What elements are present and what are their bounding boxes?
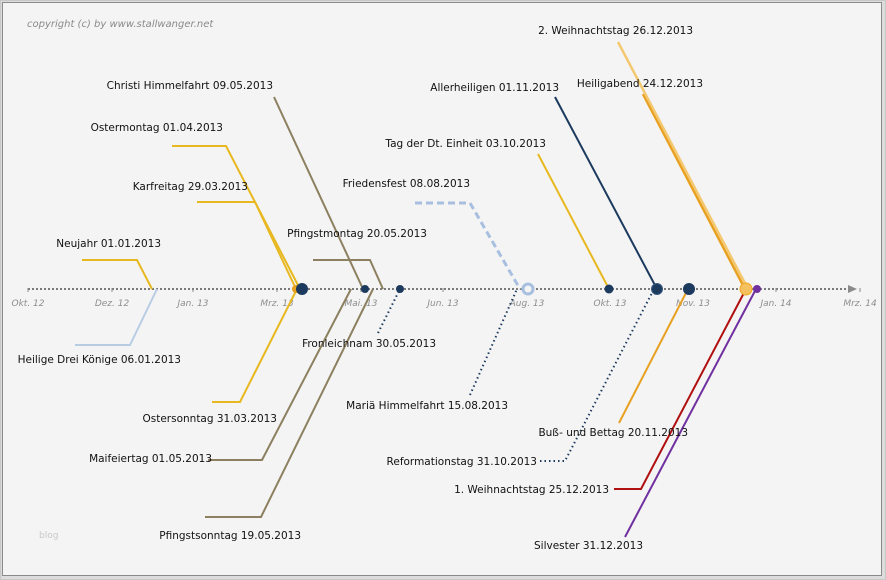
connector-neujahr	[82, 259, 153, 290]
tick-label: Mai. 13	[345, 299, 378, 309]
event-label: Christi Himmelfahrt 09.05.2013	[107, 80, 273, 92]
connector-allerheiligen	[554, 96, 658, 290]
connector-2-weihnachtstag	[616, 41, 750, 290]
event-connectors	[75, 41, 757, 538]
event-label: Buß- und Bettag 20.11.2013	[538, 427, 688, 439]
event-label: Ostersonntag 31.03.2013	[142, 413, 277, 425]
connector-reformationstag	[540, 288, 655, 462]
tick-label: Mrz. 14	[843, 299, 877, 309]
event-markers	[292, 282, 761, 296]
connector-fronleichnam	[377, 288, 401, 334]
tick-label: Jan. 13	[175, 299, 208, 309]
tick-label: Dez. 12	[95, 299, 130, 309]
tick-label: Nov. 13	[676, 299, 710, 309]
allerheiligen-marker	[651, 283, 663, 295]
event-labels: Neujahr 01.01.2013 Heilige Drei Könige 06…	[18, 25, 703, 552]
connector-pfingstmontag	[313, 259, 384, 290]
tick-label: Okt. 12	[12, 299, 45, 309]
ostermontag-marker	[296, 283, 308, 295]
event-label: 1. Weihnachtstag 25.12.2013	[454, 484, 609, 496]
event-label: 2. Weihnachtstag 26.12.2013	[538, 25, 693, 37]
connector-heilige-drei-k-nige	[75, 288, 158, 346]
fronleichnam-marker	[396, 285, 404, 293]
event-label: Reformationstag 31.10.2013	[387, 456, 537, 468]
axis-arrow-icon	[848, 285, 857, 293]
friedensfest-marker	[521, 282, 535, 296]
event-label: Fronleichnam 30.05.2013	[302, 338, 436, 350]
buss-und-bettag-marker	[683, 283, 695, 295]
connector-silvester	[624, 288, 757, 538]
connector-ostersonntag	[212, 288, 298, 403]
weihnachten-marker	[739, 282, 753, 296]
event-label: Pfingstsonntag 19.05.2013	[159, 530, 301, 542]
connector-ostermontag	[172, 145, 301, 290]
event-label: Neujahr 01.01.2013	[56, 238, 161, 250]
event-label: Pfingstmontag 20.05.2013	[287, 228, 427, 240]
connector-friedensfest	[415, 201, 522, 290]
connector-karfreitag	[197, 201, 297, 290]
tick-label: Jan. 14	[758, 299, 791, 309]
tick-label: Mrz. 13	[260, 299, 294, 309]
event-label: Heiligabend 24.12.2013	[577, 78, 703, 90]
event-label: Silvester 31.12.2013	[534, 540, 643, 552]
event-label: Tag der Dt. Einheit 03.10.2013	[384, 138, 546, 150]
tick-label: Jun. 13	[425, 299, 459, 309]
event-label: Ostermontag 01.04.2013	[91, 122, 223, 134]
connector-mari-himmelfahrt	[469, 288, 518, 396]
connector-tag-der-dt-einheit	[537, 153, 610, 290]
event-label: Karfreitag 29.03.2013	[133, 181, 248, 193]
event-label: Friedensfest 08.08.2013	[343, 178, 470, 190]
connector-pfingstsonntag	[205, 288, 374, 518]
connector-maifeiertag	[208, 288, 352, 461]
connector-1-weihnachtstag	[614, 288, 747, 490]
connector-heiligabend	[641, 93, 747, 290]
event-label: Mariä Himmelfahrt 15.08.2013	[346, 400, 508, 412]
connector-christi-himmelfahrt	[273, 96, 364, 290]
event-label: Heilige Drei Könige 06.01.2013	[18, 354, 181, 366]
christi-himmelfahrt-marker	[361, 285, 369, 293]
tick-label: Okt. 13	[594, 299, 627, 309]
watermark-text: blog	[39, 531, 58, 541]
event-label: Allerheiligen 01.11.2013	[430, 82, 559, 94]
tag-der-einheit-marker	[604, 284, 614, 294]
connector-bu-und-bettag	[618, 288, 689, 424]
silvester-marker	[753, 285, 761, 293]
event-label: Maifeiertag 01.05.2013	[89, 453, 212, 465]
axis-ticks: Okt. 12 Dez. 12 Jan. 13 Mrz. 13 Mai. 13 Jun. …	[12, 288, 877, 309]
copyright-text: copyright (c) by www.stallwanger.net	[27, 19, 214, 30]
tick-label: Aug. 13	[509, 299, 545, 309]
